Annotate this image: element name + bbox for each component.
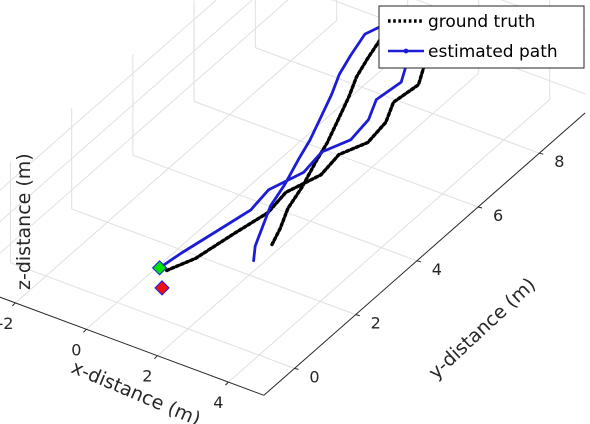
y-tick-label: 0 bbox=[309, 367, 319, 386]
left-wall-gridline-z bbox=[0, 0, 289, 254]
x-tick-mark bbox=[225, 381, 229, 386]
floor-gridline-x bbox=[228, 99, 551, 383]
legend: ground truth estimated path bbox=[378, 5, 585, 69]
markers-layer bbox=[151, 260, 170, 296]
x-axis-label: x-distance (m) bbox=[68, 356, 204, 424]
y-tick-mark bbox=[355, 314, 360, 317]
left-wall-gridline-z bbox=[0, 0, 253, 223]
floor-gridline-x bbox=[86, 46, 409, 330]
x-tick-mark bbox=[12, 302, 16, 307]
z-axis-label: z-distance (m) bbox=[13, 153, 35, 290]
x-tick-label: 4 bbox=[213, 393, 223, 412]
x-tick-mark bbox=[154, 355, 158, 360]
floor-gridline-x bbox=[157, 72, 480, 357]
y-tick-mark bbox=[294, 367, 299, 370]
x-tick-label: -2 bbox=[0, 314, 13, 333]
legend-label-ground-truth: ground truth bbox=[428, 12, 535, 32]
y-axis-label: y-distance (m) bbox=[424, 274, 540, 384]
left-wall-gridline-z bbox=[0, 0, 218, 191]
end-marker bbox=[154, 280, 170, 296]
floor-gridline-y bbox=[71, 208, 356, 316]
floor-gridline-x bbox=[15, 20, 338, 304]
y-axis-line bbox=[263, 112, 586, 396]
y-tick-label: 2 bbox=[371, 314, 381, 333]
y-tick-label: 6 bbox=[493, 206, 503, 225]
y-tick-mark bbox=[539, 152, 544, 155]
axes bbox=[0, 112, 586, 396]
x-tick-label: 2 bbox=[142, 367, 152, 386]
y-tick-label: 8 bbox=[554, 152, 564, 171]
y-tick-mark bbox=[416, 260, 422, 263]
x-tick-label: 0 bbox=[71, 340, 81, 359]
floor-gridline-y bbox=[193, 100, 479, 208]
legend-box bbox=[378, 5, 585, 69]
legend-marker-estimated-path bbox=[403, 48, 409, 54]
x-axis-line bbox=[0, 296, 265, 396]
y-tick-mark bbox=[477, 206, 483, 209]
floor-gridline-y bbox=[10, 262, 295, 369]
legend-label-estimated-path: estimated path bbox=[428, 42, 558, 62]
start-marker bbox=[151, 260, 168, 276]
y-tick-label: 4 bbox=[432, 260, 442, 279]
floor-gridline-y bbox=[132, 154, 418, 262]
x-tick-mark bbox=[83, 328, 87, 333]
